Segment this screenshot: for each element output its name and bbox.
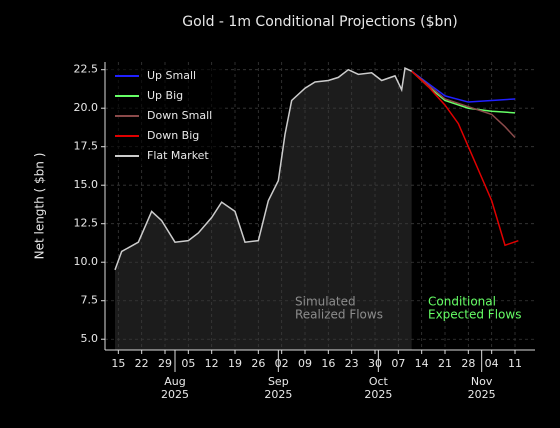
- y-tick-label: 22.5: [74, 63, 99, 76]
- x-month-label: Sep: [268, 375, 289, 388]
- x-tick-label: 19: [228, 357, 242, 370]
- y-tick-label: 12.5: [74, 217, 99, 230]
- x-tick-label: 29: [158, 357, 172, 370]
- x-tick-label: 05: [181, 357, 195, 370]
- legend-box: [109, 66, 225, 166]
- x-month-label: Nov: [471, 375, 493, 388]
- x-tick-label: 11: [508, 357, 522, 370]
- x-year-label: 2025: [264, 388, 292, 401]
- y-axis-label: Net length ( $bn ): [33, 153, 47, 260]
- x-tick-label: 02: [275, 357, 289, 370]
- annotation: Conditional: [428, 295, 496, 309]
- series-line: [114, 67, 412, 271]
- x-tick-label: 07: [391, 357, 405, 370]
- y-tick-label: 15.0: [74, 178, 99, 191]
- y-tick-label: 5.0: [81, 332, 99, 345]
- y-tick-label: 20.0: [74, 101, 99, 114]
- legend-label: Down Small: [147, 109, 212, 122]
- x-tick-label: 26: [251, 357, 265, 370]
- legend-label: Down Big: [147, 129, 199, 142]
- series-line: [411, 70, 519, 247]
- annotation: Realized Flows: [295, 308, 383, 322]
- x-tick-label: 12: [205, 357, 219, 370]
- annotation: Simulated: [295, 295, 356, 309]
- x-tick-label: 04: [485, 357, 499, 370]
- realized-area: [115, 68, 412, 350]
- legend-label: Flat Market: [147, 149, 209, 162]
- x-tick-label: 30: [368, 357, 382, 370]
- y-tick-label: 17.5: [74, 140, 99, 153]
- x-year-label: 2025: [364, 388, 392, 401]
- x-year-label: 2025: [468, 388, 496, 401]
- series-line: [411, 70, 516, 138]
- legend-label: Up Big: [147, 89, 183, 102]
- x-month-label: Oct: [369, 375, 389, 388]
- y-tick-label: 7.5: [81, 294, 99, 307]
- x-tick-label: 15: [111, 357, 125, 370]
- x-tick-label: 14: [415, 357, 429, 370]
- x-year-label: 2025: [161, 388, 189, 401]
- x-tick-label: 28: [461, 357, 475, 370]
- x-tick-label: 16: [321, 357, 335, 370]
- x-tick-label: 09: [298, 357, 312, 370]
- y-tick-label: 10.0: [74, 255, 99, 268]
- annotation: Expected Flows: [428, 308, 521, 322]
- chart-title: Gold - 1m Conditional Projections ($bn): [182, 14, 457, 30]
- x-tick-label: 21: [438, 357, 452, 370]
- x-tick-label: 23: [345, 357, 359, 370]
- x-month-label: Aug: [164, 375, 185, 388]
- series-line: [411, 70, 516, 103]
- legend-label: Up Small: [147, 69, 196, 82]
- x-tick-label: 22: [135, 357, 149, 370]
